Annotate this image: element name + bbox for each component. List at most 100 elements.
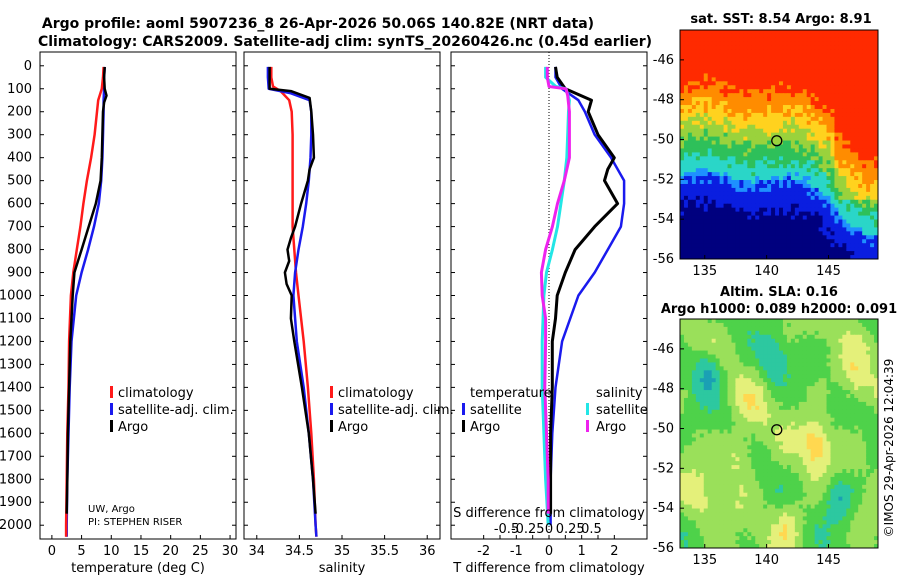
map-cell <box>739 93 744 98</box>
map-cell <box>727 354 733 360</box>
map-cell <box>814 433 820 439</box>
map-cell <box>695 382 701 387</box>
map-cell <box>727 378 733 383</box>
map-cell <box>806 77 812 82</box>
map-cell <box>695 176 701 181</box>
map-cell <box>751 449 756 454</box>
map-cell <box>731 326 737 332</box>
map-cell <box>802 69 808 75</box>
map-cell <box>874 61 878 67</box>
map-cell <box>735 61 740 67</box>
map-cell <box>680 243 685 248</box>
map-cell <box>866 105 871 110</box>
map-cell <box>830 425 836 431</box>
map-cell <box>870 231 875 236</box>
map-cell <box>691 235 697 240</box>
map-cell <box>810 445 816 450</box>
map-cell <box>862 255 867 259</box>
map-cell <box>703 49 709 55</box>
map-cell <box>715 362 721 367</box>
map-cell <box>727 239 733 244</box>
map-cell <box>735 85 740 90</box>
map-cell <box>866 346 871 352</box>
map-cell <box>870 85 875 90</box>
map-cell <box>751 195 756 201</box>
map-cell <box>826 346 832 352</box>
map-cell <box>798 390 804 395</box>
map-cell <box>862 346 867 352</box>
map-cell <box>775 176 780 181</box>
map-cell <box>711 211 717 217</box>
map-cell <box>782 219 788 225</box>
map-cell <box>759 195 764 201</box>
map-cell <box>683 128 689 134</box>
map-cell <box>858 429 863 435</box>
map-cell <box>715 330 721 336</box>
map-cell <box>858 41 863 47</box>
depth-tick-label: 400 <box>7 151 32 166</box>
map-cell <box>771 81 776 86</box>
map-cell <box>822 191 828 197</box>
map-cell <box>747 247 752 252</box>
map-cell <box>822 97 828 102</box>
map-cell <box>687 425 693 431</box>
map-cell <box>810 251 816 256</box>
map-cell <box>755 437 760 442</box>
map-cell <box>739 421 744 427</box>
map-cell <box>858 57 863 63</box>
map-cell <box>782 77 788 82</box>
map-cell <box>798 211 804 217</box>
map-cell <box>838 429 843 435</box>
map-cell <box>782 453 788 458</box>
map-cell <box>719 152 725 157</box>
map-cell <box>834 358 839 364</box>
map-cell <box>810 453 816 458</box>
map-cell <box>798 183 804 189</box>
map-cell <box>711 183 717 189</box>
map-cell <box>814 140 820 146</box>
map-cell <box>822 362 828 367</box>
map-cell <box>695 65 701 71</box>
map-cell <box>794 322 800 328</box>
map-cell <box>707 390 713 395</box>
map-cell <box>683 378 689 383</box>
map-cell <box>814 417 820 423</box>
map-cell <box>707 354 713 360</box>
map-cell <box>818 180 824 185</box>
map-cell <box>747 417 752 423</box>
map-cell <box>771 132 776 138</box>
map-cell <box>786 176 792 181</box>
map-cell <box>699 405 705 411</box>
map-cell <box>790 207 796 213</box>
map-cell <box>747 112 752 118</box>
map-cell <box>695 394 701 399</box>
map-cell <box>707 445 713 450</box>
map-cell <box>854 394 859 399</box>
map-cell <box>699 433 705 439</box>
map-cell <box>711 152 717 157</box>
map-cell <box>779 180 784 185</box>
map-cell <box>731 101 737 106</box>
map-cell <box>779 132 784 138</box>
map-cell <box>822 140 828 146</box>
map-cell <box>763 322 768 328</box>
x-tick-label: 35 <box>334 544 351 559</box>
map-cell <box>727 441 733 446</box>
map-cell <box>763 417 768 423</box>
map-cell <box>695 378 701 383</box>
map-cell <box>779 378 784 383</box>
map-cell <box>707 160 713 165</box>
map-cell <box>794 346 800 352</box>
map-cell <box>834 326 839 332</box>
map-cell <box>699 215 705 221</box>
map-cell <box>699 445 705 450</box>
map-cell <box>874 69 878 75</box>
map-cell <box>711 378 717 383</box>
map-cell <box>735 108 740 114</box>
map-cell <box>771 49 776 55</box>
map-cell <box>759 390 764 395</box>
map-cell <box>810 124 816 130</box>
map-cell <box>723 203 729 209</box>
map-cell <box>842 101 847 106</box>
sla-map-image <box>679 318 879 549</box>
